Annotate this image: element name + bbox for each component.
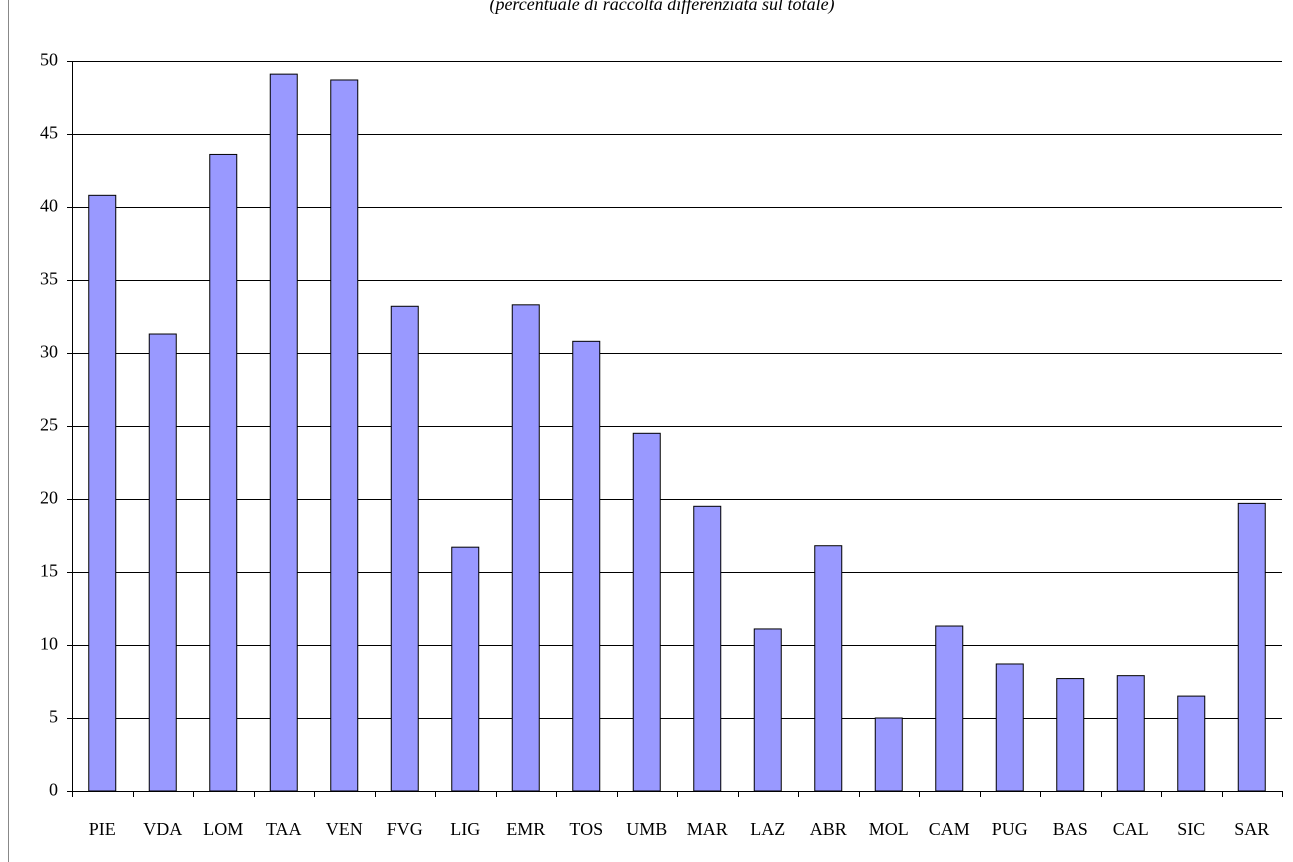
bar (995, 663, 1024, 792)
x-tick-label: LAZ (750, 819, 785, 839)
x-tick-label: CAL (1113, 819, 1149, 839)
x-tick-label: UMB (626, 819, 667, 839)
y-tick-label: 45 (40, 123, 58, 143)
bar (1116, 675, 1145, 792)
bar (148, 333, 177, 792)
x-tick-label: BAS (1053, 819, 1088, 839)
x-tick-label: MOL (869, 819, 909, 839)
x-tick-label: TAA (266, 819, 302, 839)
chart-subtitle: (percentuale di raccolta differenziata s… (489, 0, 834, 15)
y-tick-label: 35 (40, 269, 58, 289)
bar (572, 340, 601, 792)
bar (330, 79, 359, 792)
y-tick-label: 40 (40, 196, 58, 216)
y-tick-label: 30 (40, 342, 58, 362)
y-tick-label: 20 (40, 488, 58, 508)
x-tick-label: MAR (687, 819, 728, 839)
bar (1237, 502, 1266, 792)
bar (209, 153, 238, 792)
x-tick-label: VDA (143, 819, 182, 839)
bar (632, 432, 661, 792)
y-tick-label: 25 (40, 415, 58, 435)
bar (1177, 695, 1206, 792)
bar (935, 625, 964, 792)
y-tick-label: 5 (49, 707, 58, 727)
bar (1056, 678, 1085, 792)
y-tick-label: 0 (49, 780, 58, 800)
x-tick-label: PIE (89, 819, 116, 839)
bar (511, 304, 540, 792)
x-tick-label: EMR (506, 819, 545, 839)
x-tick-label: SIC (1177, 819, 1205, 839)
x-tick-label: PUG (992, 819, 1028, 839)
y-tick-label: 10 (40, 634, 58, 654)
x-tick-label: VEN (326, 819, 363, 839)
x-tick-label: TOS (569, 819, 603, 839)
bar (814, 545, 843, 792)
x-tick-label: LIG (450, 819, 480, 839)
bar (874, 717, 903, 792)
bar (88, 194, 117, 792)
bar (693, 505, 722, 792)
x-tick-label: ABR (810, 819, 847, 839)
bar (753, 628, 782, 792)
x-tick-label: LOM (203, 819, 243, 839)
x-tick-label: CAM (929, 819, 970, 839)
y-tick-label: 50 (40, 50, 58, 70)
bar (390, 305, 419, 792)
x-tick-label: SAR (1234, 819, 1269, 839)
x-tick-label: FVG (387, 819, 423, 839)
bar (269, 73, 298, 792)
y-tick-label: 15 (40, 561, 58, 581)
bar (451, 546, 480, 792)
